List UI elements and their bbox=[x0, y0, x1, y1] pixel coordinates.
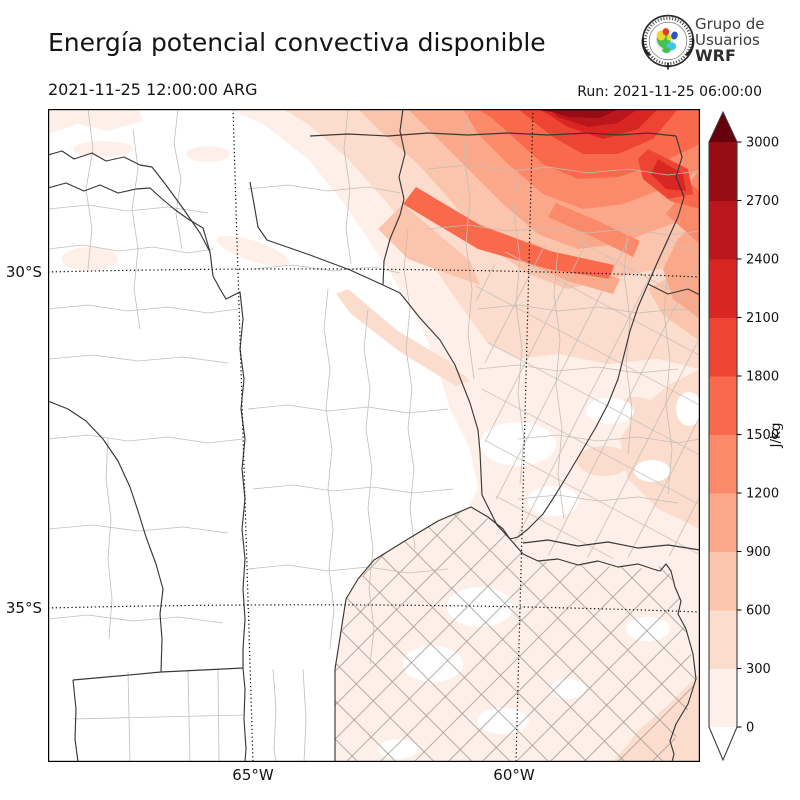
colorbar-segment bbox=[709, 610, 737, 669]
colorbar: 0 300 600 900 1200 1500 1800 2100 2400 2700 3000 J/… bbox=[708, 110, 784, 762]
colorbar-tick-label: 600 bbox=[746, 604, 771, 619]
colorbar-tick-label: 1500 bbox=[746, 428, 779, 443]
lon-label-65W: 65°W bbox=[232, 766, 274, 784]
valid-time-label: 2021-11-25 12:00:00 ARG bbox=[48, 80, 258, 99]
colorbar-segment bbox=[709, 259, 737, 318]
lat-label-30S: 30°S bbox=[5, 263, 42, 281]
lon-label-60W: 60°W bbox=[493, 766, 535, 784]
colorbar-tick-label: 0 bbox=[746, 721, 754, 736]
colorbar-segment bbox=[709, 317, 737, 377]
run-time-label: Run: 2021-11-25 06:00:00 bbox=[577, 84, 762, 100]
colorbar-over-arrow bbox=[709, 112, 737, 142]
colorbar-units-label: J/kg bbox=[768, 423, 784, 449]
logo-line-3: WRF bbox=[695, 46, 736, 65]
colorbar-tick-label: 900 bbox=[746, 545, 771, 560]
colorbar-tick-label: 1800 bbox=[746, 370, 779, 385]
cape-map-svg bbox=[48, 109, 700, 762]
colorbar-tick-label: 1200 bbox=[746, 487, 779, 502]
colorbar-tick-label: 2700 bbox=[746, 194, 779, 209]
colorbar-segment bbox=[709, 493, 737, 552]
buenos-aires-partido-mesh-2 bbox=[335, 507, 696, 762]
colorbar-segment bbox=[709, 551, 737, 611]
logo-line-2: Usuarios bbox=[695, 31, 760, 49]
map-frame bbox=[48, 109, 700, 762]
logo-text: Grupo de Usuarios WRF bbox=[695, 16, 765, 64]
map-canvas bbox=[48, 109, 700, 762]
page-title: Energía potencial convectiva disponible bbox=[48, 28, 546, 57]
province-boundaries bbox=[48, 109, 700, 762]
colorbar-segment bbox=[709, 668, 737, 728]
colorbar-under-arrow bbox=[709, 727, 737, 760]
lat-label-35S: 35°S bbox=[5, 599, 42, 617]
colorbar-segment bbox=[709, 200, 737, 260]
colorbar-segment bbox=[709, 376, 737, 435]
colorbar-tick-label: 300 bbox=[746, 662, 771, 677]
colorbar-segment bbox=[709, 434, 737, 494]
colorbar-segment bbox=[709, 142, 737, 201]
east-department-mesh-2 bbox=[473, 239, 700, 559]
colorbar-tick-label: 3000 bbox=[746, 136, 779, 151]
wrf-users-group-logo: Grupo de Usuarios WRF bbox=[640, 14, 800, 70]
logo-line-1: Grupo de bbox=[695, 15, 765, 33]
logo-seal-icon bbox=[641, 14, 695, 70]
colorbar-tick-label: 2400 bbox=[746, 253, 779, 268]
department-boundaries bbox=[48, 109, 700, 762]
colorbar-tick-label: 2100 bbox=[746, 311, 779, 326]
